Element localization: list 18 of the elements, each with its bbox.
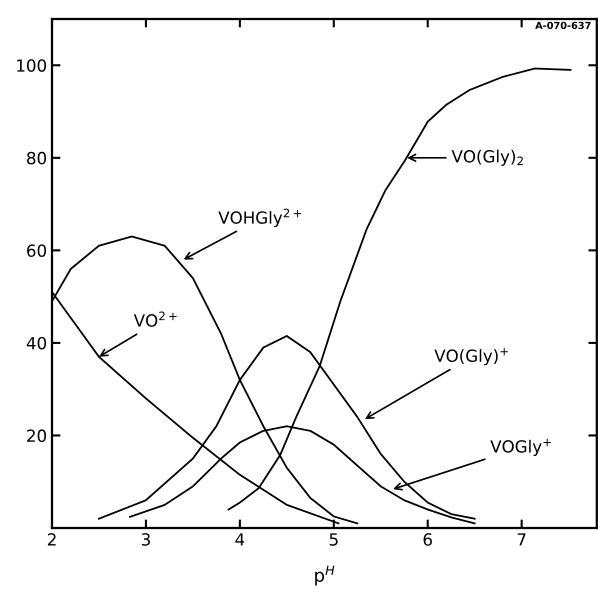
x-tick-label: 7 [518, 533, 526, 546]
x-tick-label: 3 [142, 533, 150, 546]
annotation: VO$^{2+}$ [134, 312, 177, 327]
annotation: VOGly$^{+}$ [490, 438, 551, 456]
annotation: A-070-637 [535, 22, 591, 30]
y-tick-label: 80 [27, 152, 46, 164]
x-tick-label: 5 [330, 533, 338, 546]
y-tick-label: 100 [17, 59, 46, 72]
annotation: VO(Gly)$^{+}$ [434, 348, 508, 366]
y-tick-label: 20 [27, 429, 46, 442]
x-tick-label: 4 [235, 533, 244, 546]
x-tick-label: 6 [424, 533, 432, 546]
annotation: VOHGly$^{2+}$ [218, 208, 302, 228]
y-tick-label: 60 [27, 244, 46, 257]
x-axis-title: p$^{H}$ [315, 566, 334, 586]
x-tick-label: 2 [48, 533, 56, 546]
annotation: VO(Gly)$_{2}$ [452, 150, 523, 166]
y-tick-label: 40 [26, 336, 46, 350]
